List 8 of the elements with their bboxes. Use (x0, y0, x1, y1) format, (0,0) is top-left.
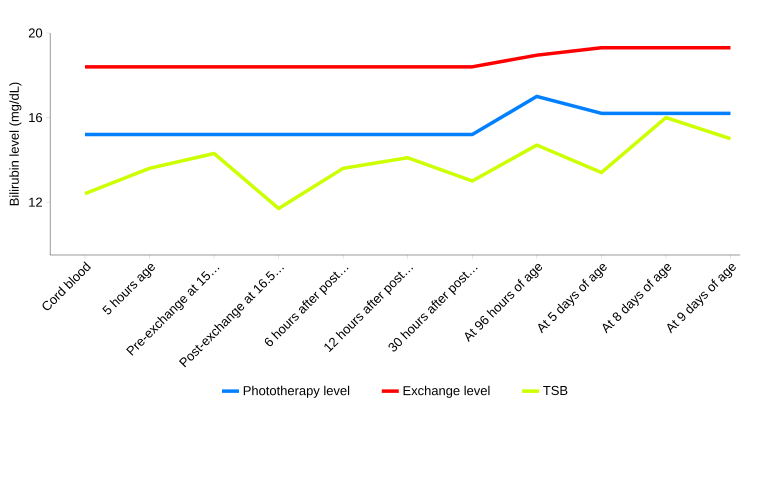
y-tick-label: 20 (28, 28, 42, 38)
legend-label: TSB (543, 386, 568, 396)
y-tick-label: 16 (29, 112, 42, 122)
y-tick-label: 12 (29, 198, 42, 207)
legend-label: Exchange level (404, 386, 490, 398)
legend-label: Phototherapy level (244, 386, 350, 398)
y-axis-title: Bilirubin level (mg/dL) (9, 82, 22, 206)
line-series (83, 116, 732, 210)
